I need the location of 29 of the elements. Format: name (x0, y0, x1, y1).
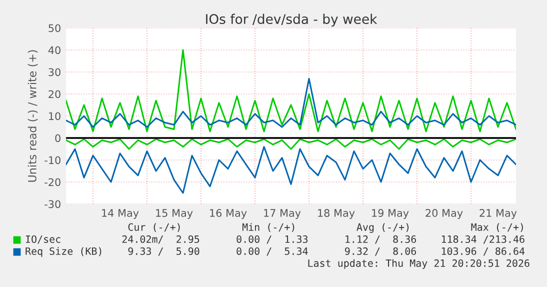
x-tick-label: 19 May (372, 209, 409, 219)
text: 24.02m/ 2.95 0.00 / 1.33 1.12 / 8.36 118.34 /213.46 (122, 235, 524, 244)
y-tick-label: 30 (48, 68, 60, 76)
x-tick-label: 21 May (480, 209, 517, 219)
x-tick-label: 17 May (264, 209, 301, 219)
line-series (66, 78, 516, 128)
x-tick-label: 18 May (318, 209, 355, 219)
line-series (66, 49, 516, 132)
text: Last update: Thu May 21 20:20:51 2026 (308, 259, 530, 269)
y-axis-title: Units read (-) / write (+) (28, 50, 38, 182)
text: 9.33 / 5.90 0.00 / 5.34 9.32 / 8.06 103.96 / 86.64 (128, 247, 525, 256)
line-series (66, 138, 516, 150)
text: Cur (-/+) Min (-/+) Avg (-/+) Max (-/+) (128, 223, 523, 233)
chart-title: IOs for /dev/sda - by week (206, 14, 378, 27)
legend-label: Req Size (KB) (26, 247, 102, 257)
y-tick-label: 0 (55, 134, 60, 142)
x-tick-label: 20 May (426, 209, 463, 219)
x-tick-label: 16 May (210, 209, 247, 219)
y-tick-label: 40 (48, 46, 60, 54)
y-tick-label: 20 (48, 90, 60, 98)
y-tick-label: 50 (48, 24, 60, 32)
x-tick-label: 15 May (156, 209, 193, 219)
y-tick-label: -30 (44, 200, 60, 208)
legend-label: IO/sec (26, 235, 60, 244)
y-tick-label: -10 (44, 156, 60, 164)
line-series (66, 146, 516, 194)
x-tick-label: 14 May (102, 209, 139, 219)
y-tick-label: 10 (49, 112, 60, 120)
y-tick-label: -20 (44, 178, 60, 186)
